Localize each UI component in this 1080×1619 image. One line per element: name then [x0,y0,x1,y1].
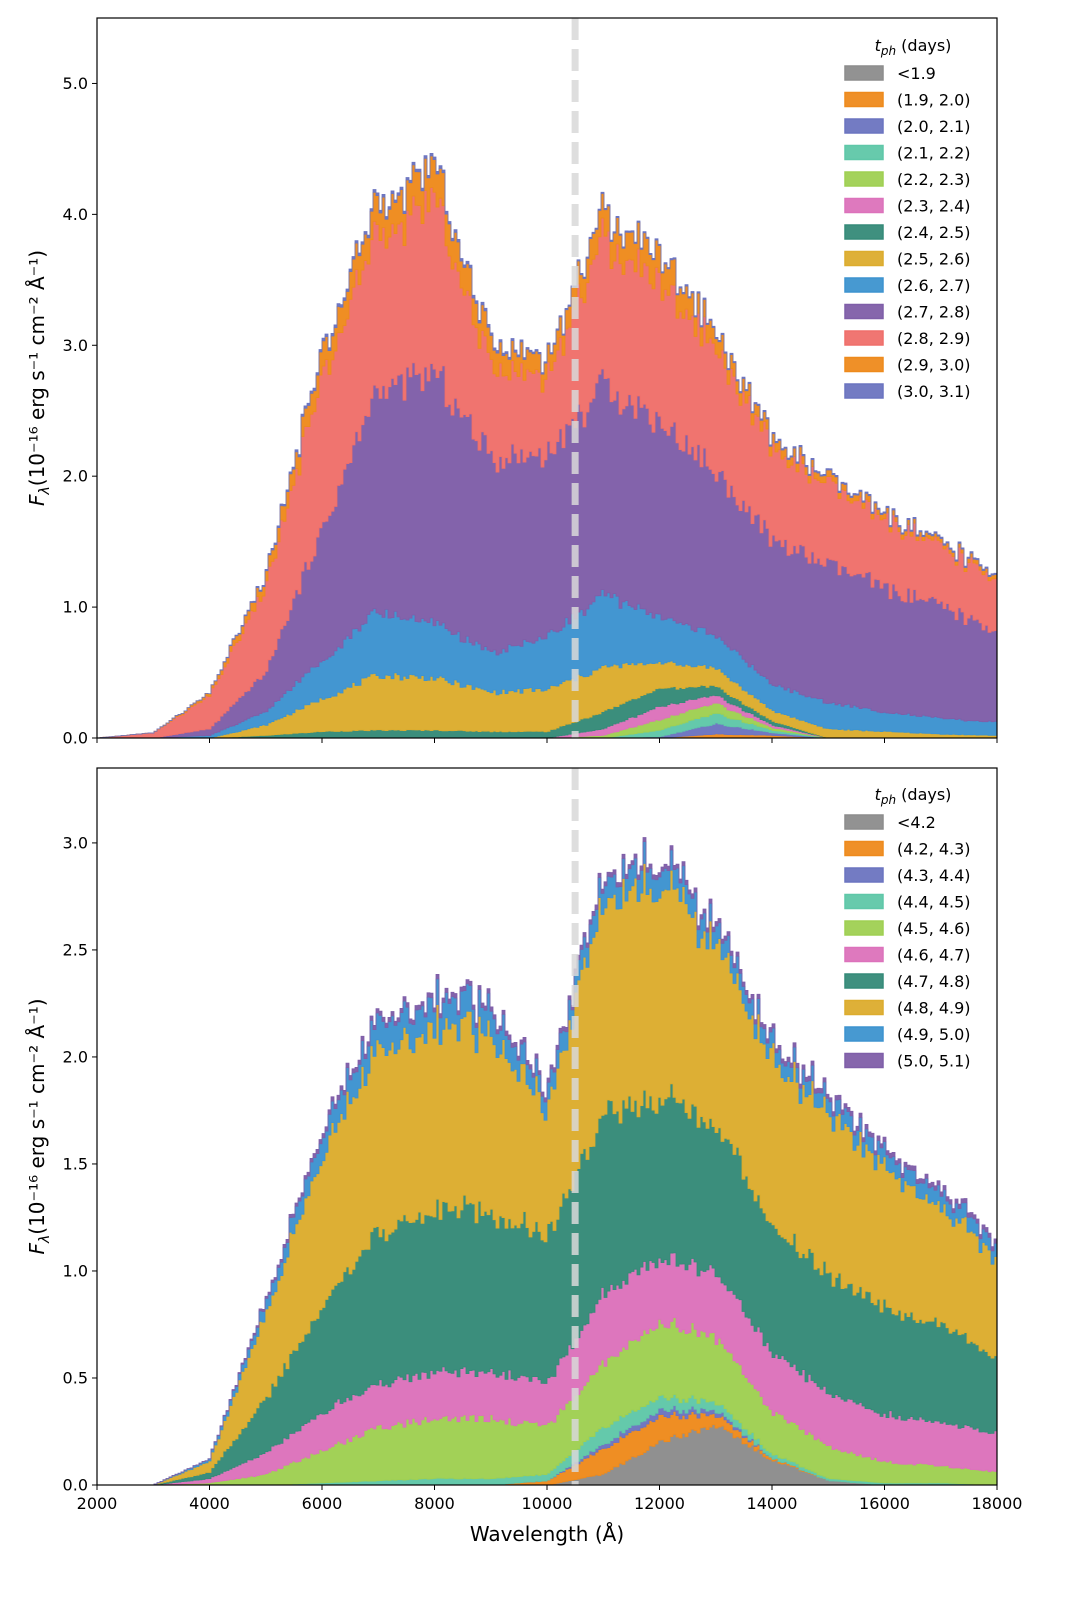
bottom-panel-x-tick-label: 14000 [747,1494,798,1513]
bottom-panel-x-axis: 2000 4000 6000 8000 10000 12000 14000 16000 1800… [77,1485,1023,1513]
bottom-panel-legend-swatch [844,999,884,1016]
bottom-panel-stacked-areas [97,837,998,1486]
bottom-panel-y-tick-label: 2.5 [63,940,88,959]
bottom-panel-legend-swatch [844,867,884,883]
top-panel-legend-swatch [844,250,884,267]
top-panel-x-axis [96,738,998,743]
top-panel-legend-label: (2.2, 2.3) [897,170,971,189]
top-panel-legend-label: (2.6, 2.7) [897,276,971,295]
bottom-panel-legend-title-rest: (days) [896,785,951,804]
bottom-panel-x-tick-label: 16000 [859,1494,910,1513]
bottom-panel-y-axis-symbol-sub: λ [37,1235,53,1244]
top-panel-y-axis: 0.0 1.0 2.0 3.0 4.0 5.0 [63,74,97,748]
bottom-panel-legend-swatch [844,1026,884,1042]
bottom-panel-legend-label: (4.8, 4.9) [897,999,971,1018]
top-panel-y-tick-label: 2.0 [63,467,88,486]
top-panel-legend-swatch [844,303,884,320]
bottom-panel-x-tick-label: 12000 [634,1494,685,1513]
bottom-panel-legend-title-sub: ph [880,793,896,807]
bottom-panel-y-tick-label: 3.0 [63,833,88,852]
bottom-panel-legend-label: <4.2 [897,813,936,832]
bottom-panel-y-tick-label: 2.0 [63,1047,88,1066]
bottom-panel-x-tick-label: 10000 [522,1494,573,1513]
bottom-panel-legend-label: (4.9, 5.0) [897,1025,971,1044]
top-panel-legend-title-rest: (days) [896,36,951,55]
top-panel-legend-swatch [844,277,884,293]
top-panel-legend-swatch [844,118,884,134]
bottom-panel-legend-title: tph (days) [875,785,952,807]
bottom-panel-y-axis-units: (10⁻¹⁶ erg s⁻¹ cm⁻² Å⁻¹) [25,998,49,1234]
bottom-panel-legend-swatch [844,946,884,963]
top-panel-y-axis-symbol-sub: λ [37,486,53,495]
bottom-panel-x-tick-label: 6000 [302,1494,343,1513]
top-panel-y-axis-units: (10⁻¹⁶ erg s⁻¹ cm⁻² Å⁻¹) [25,250,49,486]
bottom-panel-x-tick-label: 18000 [972,1494,1023,1513]
top-panel-legend-swatch [844,91,884,108]
bottom-panel-legend-label: (4.4, 4.5) [897,893,971,912]
bottom-panel-y-axis-title: Fλ(10⁻¹⁶ erg s⁻¹ cm⁻² Å⁻¹) [25,998,53,1254]
top-panel-legend-label: (3.0, 3.1) [897,382,971,401]
bottom-panel-x-tick-label: 2000 [77,1494,118,1513]
top-panel-legend-swatch [844,383,884,399]
top-panel-y-tick-label: 1.0 [63,598,88,617]
top-panel-legend-swatch [844,224,884,240]
bottom-panel-legend-swatch [844,1052,884,1069]
top-panel-legend-label: (2.8, 2.9) [897,329,971,348]
top-panel-legend-swatch [844,171,884,187]
bottom-panel-legend-swatch [844,814,884,830]
bottom-panel-y-axis-symbol: F [25,1243,49,1255]
bottom-panel-legend-swatch [844,920,884,936]
top-panel-legend-label: (2.3, 2.4) [897,197,971,216]
bottom-panel-legend: tph (days) <4.2 (4.2, 4.3) (4.3, 4.4) (4.4,… [844,785,971,1071]
top-panel-y-tick-label: 4.0 [63,205,88,224]
bottom-panel-legend-title-symbol: t [875,785,882,804]
bottom-panel-legend-swatch [844,973,884,989]
bottom-panel-x-axis-title: Wavelength (Å) [470,1522,624,1546]
bottom-panel-y-tick-label: 0.5 [63,1368,88,1387]
top-panel-legend-title: tph (days) [875,36,952,58]
top-panel-legend-swatch [844,65,884,81]
top-panel-legend-label: (2.9, 3.0) [897,356,971,375]
top-panel-legend-label: (2.5, 2.6) [897,250,971,269]
bottom-panel-x-tick-label: 8000 [414,1494,455,1513]
bottom-panel-y-axis: 0.0 0.5 1.0 1.5 2.0 2.5 3.0 [63,833,97,1495]
top-panel-legend-label: (2.1, 2.2) [897,144,971,163]
bottom-panel-legend-label: (5.0, 5.1) [897,1052,971,1071]
top-panel-legend-swatch [844,356,884,373]
top-panel-legend-label: (2.0, 2.1) [897,117,971,136]
top-panel-legend-swatch [844,144,884,161]
top-panel-y-tick-label: 0.0 [63,729,88,748]
bottom-panel-legend-swatch [844,840,884,857]
bottom-panel-legend-label: (4.7, 4.8) [897,972,971,991]
top-panel-y-tick-label: 5.0 [63,74,88,93]
bottom-panel-legend-swatch [844,893,884,910]
top-panel-y-axis-symbol: F [25,494,49,506]
top-panel-y-tick-label: 3.0 [63,336,88,355]
top-panel-legend-label: <1.9 [897,64,936,83]
top-panel-legend-swatch [844,330,884,346]
top-panel-legend-label: (2.7, 2.8) [897,303,971,322]
bottom-panel-legend-label: (4.3, 4.4) [897,866,971,885]
top-panel: 0.0 1.0 2.0 3.0 4.0 5.0 Fλ(10⁻¹⁶ erg s⁻¹ cm⁻²… [25,17,998,748]
bottom-panel-y-tick-label: 1.0 [63,1261,88,1280]
bottom-panel-legend-label: (4.2, 4.3) [897,840,971,859]
top-panel-legend-title-symbol: t [875,36,882,55]
top-panel-legend-title-sub: ph [880,44,896,58]
bottom-panel-x-tick-label: 4000 [189,1494,230,1513]
bottom-panel-y-tick-label: 1.5 [63,1154,88,1173]
top-panel-legend-label: (1.9, 2.0) [897,91,971,110]
bottom-panel-legend-label: (4.5, 4.6) [897,919,971,938]
bottom-panel-y-tick-label: 0.0 [63,1476,88,1495]
bottom-panel: 0.0 0.5 1.0 1.5 2.0 2.5 3.0 2000 4000 6000 8000 10… [25,767,1023,1546]
top-panel-legend-label: (2.4, 2.5) [897,223,971,242]
top-panel-legend: tph (days) <1.9 (1.9, 2.0) (2.0, 2.1) (2.1,… [844,36,971,401]
top-panel-y-axis-title: Fλ(10⁻¹⁶ erg s⁻¹ cm⁻² Å⁻¹) [25,250,53,506]
top-panel-legend-swatch [844,197,884,214]
bottom-panel-legend-label: (4.6, 4.7) [897,946,971,965]
